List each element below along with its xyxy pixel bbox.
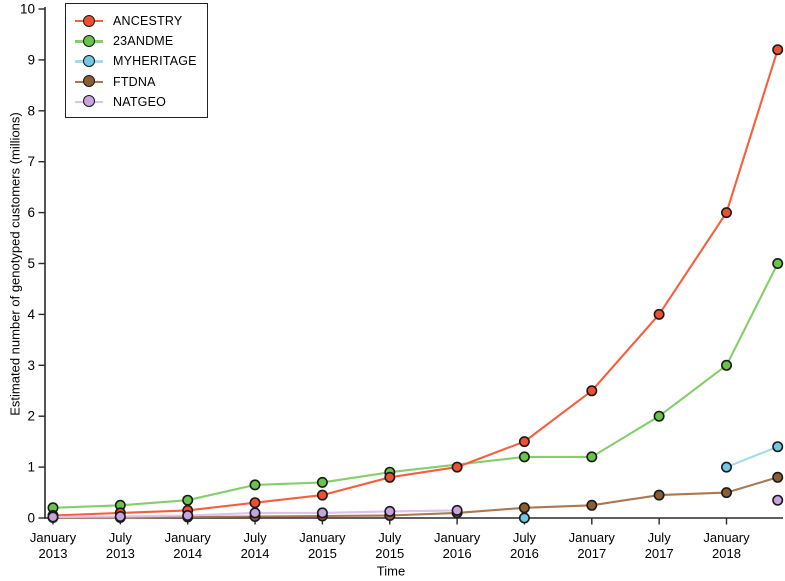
x-tick-label: 2015 <box>308 546 337 561</box>
x-tick-label: 2015 <box>375 546 404 561</box>
data-point-ancestry <box>451 461 463 473</box>
data-point-ancestry <box>518 436 530 448</box>
data-point-23andme <box>586 451 598 463</box>
data-point-ancestry <box>384 471 396 483</box>
y-tick-label: 3 <box>27 358 35 373</box>
x-tick-label: January <box>299 530 346 545</box>
x-tick-label: 2016 <box>510 546 539 561</box>
legend-item: MYHERITAGE <box>66 51 207 71</box>
series-line-ftdna <box>51 476 779 519</box>
data-point-23andme <box>720 359 732 371</box>
legend-item: ANCESTRY <box>66 11 207 31</box>
legend-item: 23ANDME <box>66 31 207 51</box>
data-point-natgeo <box>182 509 194 521</box>
data-point-ancestry <box>720 207 732 219</box>
legend-marker-icon <box>75 34 103 48</box>
x-tick-label: 2013 <box>39 546 68 561</box>
legend-item: FTDNA <box>66 72 207 92</box>
y-tick-label: 10 <box>20 2 35 17</box>
legend-marker-icon <box>75 75 103 89</box>
data-point-myheritage <box>518 512 530 524</box>
x-tick-label: January <box>165 530 212 545</box>
legend: ANCESTRY 23ANDME MYHERITAGE FTDNA NATGEO <box>65 3 208 118</box>
data-point-ftdna <box>720 487 732 499</box>
y-tick-label: 9 <box>27 52 35 67</box>
x-tick-label: January <box>569 530 616 545</box>
y-tick-label: 7 <box>27 154 35 169</box>
data-point-natgeo <box>384 505 396 517</box>
legend-label: MYHERITAGE <box>113 54 197 69</box>
legend-marker-icon <box>75 95 103 109</box>
y-tick-label: 4 <box>27 307 35 322</box>
x-tick-label: July <box>513 530 537 545</box>
data-point-ftdna <box>653 489 665 501</box>
data-point-23andme <box>316 476 328 488</box>
x-tick-label: 2017 <box>645 546 674 561</box>
y-tick-label: 5 <box>27 256 35 271</box>
y-tick-label: 0 <box>27 511 35 526</box>
data-point-ancestry <box>316 489 328 501</box>
x-tick-label: January <box>30 530 77 545</box>
y-tick-label: 2 <box>27 409 35 424</box>
data-point-ancestry <box>249 497 261 509</box>
data-point-23andme <box>653 410 665 422</box>
x-tick-label: July <box>243 530 267 545</box>
data-point-natgeo <box>772 494 784 506</box>
x-tick-label: 2014 <box>173 546 202 561</box>
x-tick-label: 2014 <box>241 546 270 561</box>
data-point-ftdna <box>586 499 598 511</box>
series-line-myheritage <box>725 445 779 469</box>
y-tick-label: 8 <box>27 103 35 118</box>
x-tick-label: January <box>703 530 750 545</box>
legend-label: ANCESTRY <box>113 14 183 29</box>
data-point-ftdna <box>772 471 784 483</box>
data-point-natgeo <box>249 507 261 519</box>
data-point-ancestry <box>653 308 665 320</box>
data-point-natgeo <box>451 504 463 516</box>
data-point-ancestry <box>772 44 784 56</box>
data-point-23andme <box>182 494 194 506</box>
series-line-ancestry <box>51 48 779 517</box>
x-tick-label: July <box>648 530 672 545</box>
legend-marker-icon <box>75 14 103 28</box>
legend-label: NATGEO <box>113 94 167 109</box>
data-point-ftdna <box>518 502 530 514</box>
legend-marker-icon <box>75 54 103 68</box>
data-point-natgeo <box>114 510 126 522</box>
x-axis-title: Time <box>376 563 406 579</box>
y-tick-label: 6 <box>27 205 35 220</box>
data-point-natgeo <box>316 507 328 519</box>
legend-label: 23ANDME <box>113 34 174 49</box>
x-tick-label: 2018 <box>712 546 741 561</box>
legend-item: NATGEO <box>66 92 207 112</box>
y-axis-title: Estimated number of genotyped customers … <box>7 112 23 416</box>
data-point-myheritage <box>720 461 732 473</box>
x-tick-label: July <box>109 530 133 545</box>
x-tick-label: January <box>434 530 481 545</box>
data-point-myheritage <box>772 441 784 453</box>
x-tick-label: 2013 <box>106 546 135 561</box>
y-tick-label: 1 <box>27 460 35 475</box>
data-point-ancestry <box>586 385 598 397</box>
data-point-23andme <box>772 257 784 269</box>
data-point-23andme <box>249 479 261 491</box>
data-point-23andme <box>518 451 530 463</box>
x-tick-label: 2016 <box>443 546 472 561</box>
legend-label: FTDNA <box>113 74 156 89</box>
x-tick-label: 2017 <box>577 546 606 561</box>
x-tick-label: July <box>378 530 402 545</box>
data-point-natgeo <box>47 511 59 523</box>
